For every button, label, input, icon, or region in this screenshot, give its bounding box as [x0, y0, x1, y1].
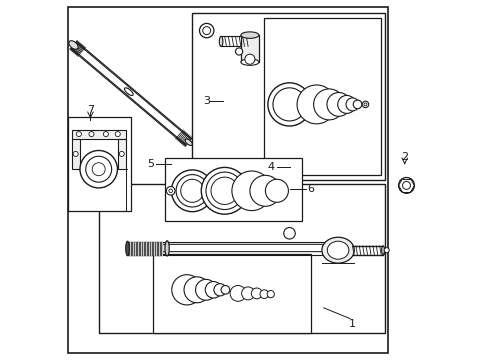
Circle shape — [203, 27, 210, 35]
Circle shape — [230, 285, 245, 301]
Ellipse shape — [241, 59, 258, 66]
Circle shape — [213, 284, 225, 296]
Circle shape — [362, 101, 368, 108]
Ellipse shape — [241, 32, 258, 39]
Circle shape — [267, 83, 310, 126]
Circle shape — [115, 132, 120, 137]
Circle shape — [76, 132, 81, 137]
Ellipse shape — [69, 41, 78, 49]
Ellipse shape — [219, 36, 223, 46]
Circle shape — [326, 93, 350, 116]
Ellipse shape — [381, 246, 384, 255]
Ellipse shape — [124, 88, 133, 95]
Bar — [165, 158, 302, 221]
Circle shape — [181, 179, 203, 202]
Circle shape — [80, 150, 117, 188]
Circle shape — [265, 179, 288, 202]
Circle shape — [251, 288, 262, 299]
Circle shape — [235, 48, 242, 55]
Circle shape — [183, 277, 209, 303]
Circle shape — [171, 170, 213, 212]
Bar — [72, 130, 125, 139]
Circle shape — [199, 23, 213, 38]
Circle shape — [85, 156, 111, 182]
Circle shape — [211, 177, 238, 204]
Ellipse shape — [326, 241, 348, 259]
Circle shape — [398, 177, 413, 193]
Text: 2: 2 — [400, 152, 407, 162]
Circle shape — [241, 287, 254, 300]
Circle shape — [73, 151, 78, 156]
Text: 5: 5 — [147, 159, 154, 169]
Circle shape — [166, 186, 175, 195]
Circle shape — [221, 285, 229, 294]
Bar — [118, 139, 125, 169]
Circle shape — [260, 290, 268, 298]
Text: 6: 6 — [307, 184, 314, 194]
Circle shape — [205, 282, 222, 298]
Circle shape — [201, 167, 247, 214]
Circle shape — [176, 175, 208, 207]
Circle shape — [296, 85, 335, 124]
Circle shape — [363, 103, 366, 106]
Circle shape — [92, 163, 105, 176]
Bar — [99, 184, 384, 333]
Bar — [68, 7, 387, 353]
Circle shape — [337, 95, 355, 113]
Bar — [152, 254, 310, 333]
Text: 4: 4 — [267, 162, 274, 172]
Circle shape — [205, 172, 243, 210]
Ellipse shape — [185, 139, 192, 145]
Bar — [264, 18, 381, 175]
Bar — [68, 117, 131, 211]
Ellipse shape — [125, 241, 129, 256]
Circle shape — [266, 291, 274, 298]
Circle shape — [346, 98, 358, 111]
Circle shape — [352, 100, 361, 109]
Circle shape — [103, 132, 108, 137]
Ellipse shape — [164, 241, 169, 256]
Bar — [241, 35, 258, 62]
Text: 7: 7 — [87, 105, 94, 115]
Circle shape — [119, 151, 124, 156]
Circle shape — [89, 132, 94, 137]
Ellipse shape — [321, 237, 354, 263]
Text: 3: 3 — [203, 96, 210, 106]
Text: 1: 1 — [348, 319, 355, 329]
Circle shape — [195, 279, 216, 300]
Circle shape — [231, 171, 271, 211]
Circle shape — [171, 275, 202, 305]
Circle shape — [244, 54, 254, 64]
Circle shape — [313, 89, 344, 120]
Circle shape — [402, 181, 409, 189]
Circle shape — [168, 189, 172, 193]
Circle shape — [283, 228, 295, 239]
Bar — [192, 13, 384, 180]
Bar — [72, 139, 80, 169]
Circle shape — [249, 175, 280, 206]
Circle shape — [384, 248, 388, 253]
Circle shape — [272, 88, 305, 121]
